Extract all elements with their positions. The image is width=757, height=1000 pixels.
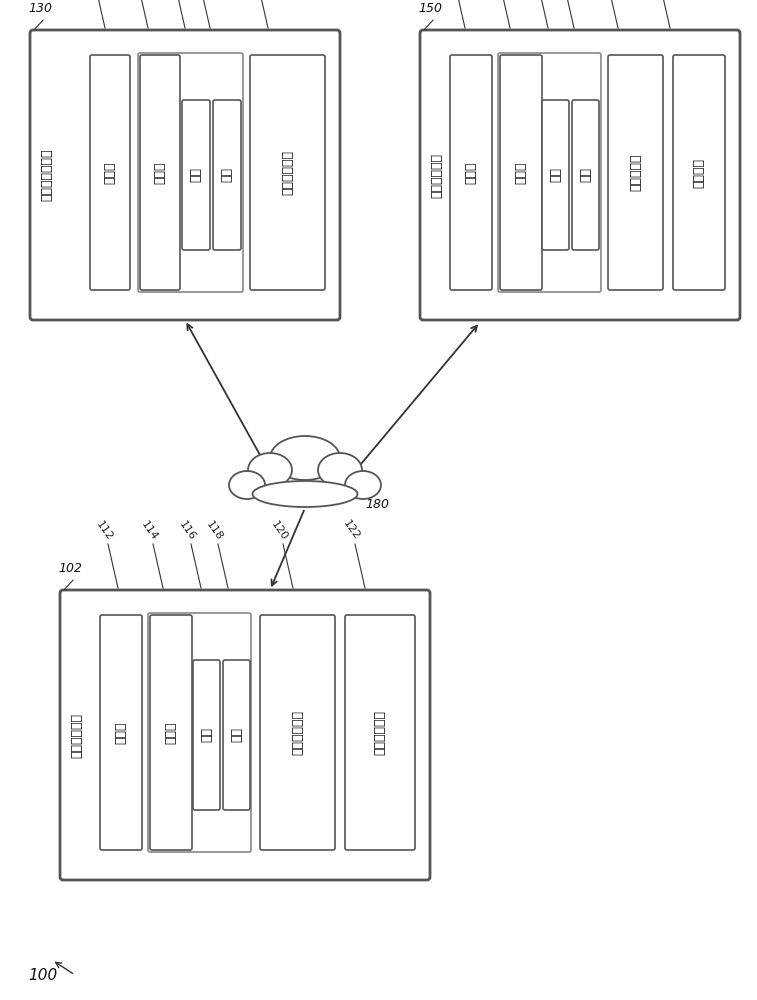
- FancyBboxPatch shape: [223, 660, 250, 810]
- Ellipse shape: [345, 471, 381, 499]
- Text: 数据: 数据: [549, 167, 562, 182]
- Text: 数据: 数据: [189, 167, 203, 182]
- Text: 120: 120: [269, 519, 289, 542]
- Text: 训练计算系统: 训练计算系统: [431, 152, 444, 198]
- Text: 122: 122: [341, 519, 361, 542]
- FancyBboxPatch shape: [500, 55, 542, 290]
- FancyBboxPatch shape: [345, 615, 415, 850]
- Text: 112: 112: [94, 519, 114, 542]
- Ellipse shape: [270, 436, 340, 480]
- FancyBboxPatch shape: [140, 55, 180, 290]
- Text: 130: 130: [28, 2, 52, 15]
- Ellipse shape: [318, 453, 362, 487]
- Text: 100: 100: [28, 968, 58, 983]
- FancyBboxPatch shape: [673, 55, 725, 290]
- Text: 数据: 数据: [200, 728, 213, 742]
- Text: 存储器: 存储器: [164, 721, 177, 744]
- Text: 机器学习模型: 机器学习模型: [281, 150, 294, 195]
- Text: 118: 118: [204, 519, 224, 542]
- FancyBboxPatch shape: [260, 615, 335, 850]
- FancyBboxPatch shape: [213, 100, 241, 250]
- Text: 102: 102: [58, 562, 82, 575]
- FancyBboxPatch shape: [138, 53, 243, 292]
- Text: 处理器: 处理器: [465, 161, 478, 184]
- Ellipse shape: [229, 471, 265, 499]
- Ellipse shape: [248, 453, 292, 487]
- FancyBboxPatch shape: [498, 53, 601, 292]
- Text: 机器学习模型: 机器学习模型: [291, 710, 304, 755]
- FancyBboxPatch shape: [608, 55, 663, 290]
- Text: 服务器计算系统: 服务器计算系统: [41, 149, 54, 201]
- FancyBboxPatch shape: [90, 55, 130, 290]
- FancyBboxPatch shape: [193, 660, 220, 810]
- Text: 存储器: 存储器: [154, 161, 167, 184]
- FancyBboxPatch shape: [542, 100, 569, 250]
- Text: 用户输入组件: 用户输入组件: [373, 710, 387, 755]
- Text: 116: 116: [177, 519, 197, 542]
- Text: 处理器: 处理器: [104, 161, 117, 184]
- FancyBboxPatch shape: [182, 100, 210, 250]
- FancyBboxPatch shape: [572, 100, 599, 250]
- FancyBboxPatch shape: [148, 613, 251, 852]
- FancyBboxPatch shape: [30, 30, 340, 320]
- Text: 模型训练器: 模型训练器: [629, 154, 642, 191]
- Text: 150: 150: [418, 2, 442, 15]
- Text: 指令: 指令: [579, 167, 592, 182]
- Text: 存储器: 存储器: [515, 161, 528, 184]
- Text: 用户计算设备: 用户计算设备: [70, 712, 83, 758]
- FancyBboxPatch shape: [150, 615, 192, 850]
- Text: 指令: 指令: [230, 728, 243, 742]
- Text: 训练数据: 训练数据: [693, 157, 706, 188]
- FancyBboxPatch shape: [450, 55, 492, 290]
- Text: 指令: 指令: [220, 167, 233, 182]
- FancyBboxPatch shape: [420, 30, 740, 320]
- FancyBboxPatch shape: [100, 615, 142, 850]
- Text: 处理器: 处理器: [114, 721, 127, 744]
- Text: 114: 114: [139, 519, 159, 542]
- Ellipse shape: [253, 481, 357, 507]
- Text: 180: 180: [365, 498, 389, 511]
- FancyBboxPatch shape: [250, 55, 325, 290]
- FancyBboxPatch shape: [60, 590, 430, 880]
